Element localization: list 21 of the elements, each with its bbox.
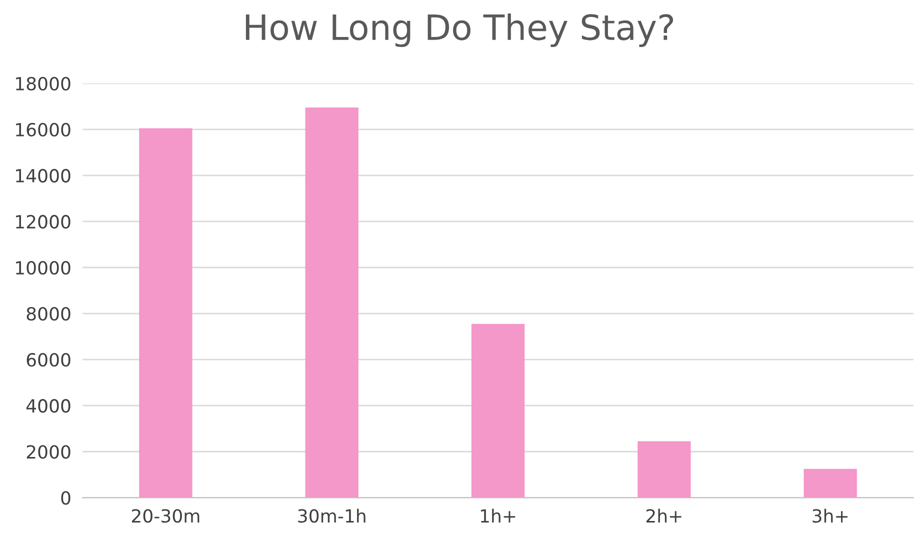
x-tick-label: 20-30m xyxy=(132,509,200,523)
bar xyxy=(804,468,857,498)
y-tick-label: 4000 xyxy=(26,399,70,413)
bar xyxy=(305,108,358,498)
y-tick-label: 6000 xyxy=(26,353,70,367)
y-tick-label: 14000 xyxy=(16,168,70,183)
x-tick-label: 2h+ xyxy=(646,508,682,522)
x-tick-label: 3h+ xyxy=(812,508,848,523)
bar xyxy=(139,128,192,498)
y-tick-label: 18000 xyxy=(16,76,70,91)
bar xyxy=(471,324,525,498)
chart-title: How Long Do They Stay? xyxy=(246,13,674,48)
x-tick-label: 30m-1h xyxy=(298,508,366,523)
y-tick-label: 10000 xyxy=(16,260,70,275)
y-tick-label: 16000 xyxy=(16,122,70,137)
bar xyxy=(638,441,691,498)
y-tick-label: 12000 xyxy=(16,214,70,229)
y-tick-label: 2000 xyxy=(26,445,70,459)
x-tick-label: 1h+ xyxy=(480,508,516,522)
y-tick-label: 8000 xyxy=(26,306,70,321)
y-tick-label: 0 xyxy=(61,491,70,505)
